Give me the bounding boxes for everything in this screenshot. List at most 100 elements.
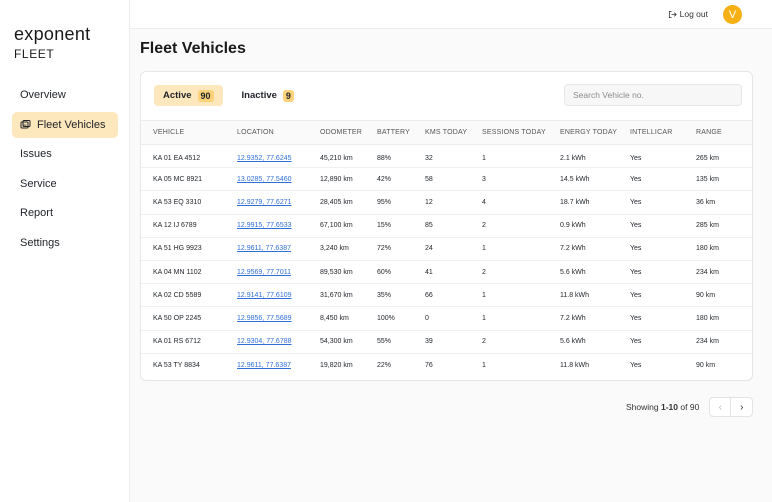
table-row[interactable]: KA 50 OP 2245 12.9856, 77.5689 8,450 km 100… (141, 307, 752, 330)
prev-page-button[interactable]: ‹ (710, 398, 732, 416)
cell-energy-today: 11.8 kWh (560, 361, 590, 369)
cell-odometer: 3,240 km (320, 245, 349, 253)
cell-battery: 15% (377, 222, 392, 230)
cell-odometer: 45,210 km (320, 154, 353, 162)
cell-battery: 55% (377, 338, 392, 346)
topbar: Log out V (130, 0, 772, 29)
cell-energy-today: 11.8 kWh (560, 291, 590, 299)
cell-battery: 35% (377, 291, 392, 299)
column-header-intellicar: INTELLICAR (630, 129, 673, 136)
sidebar-item-service[interactable]: Service (12, 171, 118, 197)
cell-battery: 22% (377, 361, 392, 369)
location-link[interactable]: 12.9569, 77.7011 (237, 268, 291, 276)
cell-sessions-today: 2 (482, 222, 486, 230)
location-link[interactable]: 13.0285, 77.5460 (237, 175, 292, 183)
location-link[interactable]: 12.9141, 77.6109 (237, 291, 292, 299)
cell-energy-today: 7.2 kWh (560, 314, 586, 322)
cell-range: 234 km (696, 338, 719, 346)
cell-odometer: 8,450 km (320, 314, 349, 322)
tab-active[interactable]: Active 90 (154, 85, 223, 106)
location-link[interactable]: 12.9856, 77.5689 (237, 314, 292, 322)
cell-sessions-today: 4 (482, 198, 486, 206)
cell-kms-today: 32 (425, 154, 433, 162)
logout-label: Log out (679, 9, 708, 19)
cell-sessions-today: 3 (482, 175, 486, 183)
avatar[interactable]: V (723, 5, 742, 24)
table-row[interactable]: KA 51 HG 9923 12.9611, 77.6387 3,240 km 72%… (141, 237, 752, 261)
cell-intellicar: Yes (630, 361, 642, 369)
location-link[interactable]: 12.9611, 77.6387 (237, 245, 291, 253)
column-header-location: LOCATION (237, 129, 274, 136)
cell-range: 265 km (696, 154, 719, 162)
cell-intellicar: Yes (630, 291, 642, 299)
cell-intellicar: Yes (630, 338, 642, 346)
sidebar-item-label: Overview (20, 89, 66, 101)
cell-energy-today: 5.6 kWh (560, 338, 586, 346)
cell-odometer: 28,405 km (320, 198, 353, 206)
table-row[interactable]: KA 12 IJ 6789 12.9915, 77.6533 67,100 km 15… (141, 214, 752, 238)
search-input[interactable] (564, 84, 742, 106)
cell-kms-today: 12 (425, 198, 433, 206)
sidebar-item-label: Issues (20, 148, 52, 160)
cell-vehicle: KA 12 IJ 6789 (153, 222, 197, 230)
column-header-vehicle: VEHICLE (153, 129, 185, 136)
cell-kms-today: 41 (425, 268, 433, 276)
cell-range: 180 km (696, 314, 719, 322)
vehicles-card: Active 90 Inactive 9 VEHICLE LOCATION OD… (140, 71, 753, 381)
cell-sessions-today: 1 (482, 314, 486, 322)
cell-intellicar: Yes (630, 245, 642, 253)
tab-inactive[interactable]: Inactive 9 (233, 85, 303, 106)
table-row[interactable]: KA 01 EA 4512 12.9352, 77.6245 45,210 km 88… (141, 145, 752, 168)
count-badge: 90 (197, 89, 214, 102)
sidebar-item-report[interactable]: Report (12, 200, 118, 226)
cell-vehicle: KA 05 MC 8921 (153, 175, 203, 183)
cell-sessions-today: 2 (482, 338, 486, 346)
cell-location: 12.9915, 77.6533 (237, 214, 320, 237)
cell-intellicar: Yes (630, 314, 642, 322)
next-page-button[interactable]: › (731, 398, 752, 416)
cell-battery: 88% (377, 154, 392, 162)
cell-range: 36 km (696, 198, 716, 206)
location-link[interactable]: 12.9279, 77.6271 (237, 198, 292, 206)
sidebar-item-fleet-vehicles[interactable]: Fleet Vehicles (12, 111, 118, 138)
sidebar-item-label: Report (20, 207, 54, 219)
cell-vehicle: KA 01 RS 6712 (153, 338, 201, 346)
logo-subtitle: FLEET (14, 47, 55, 61)
cell-vehicle: KA 53 TY 8834 (153, 361, 200, 369)
table-row[interactable]: KA 02 CD 5589 12.9141, 77.6109 31,670 km 35… (141, 284, 752, 307)
cell-sessions-today: 1 (482, 154, 486, 162)
logout-button[interactable]: Log out (668, 9, 708, 19)
table-row[interactable]: KA 53 EQ 3310 12.9279, 77.6271 28,405 km 95… (141, 191, 752, 215)
table-row[interactable]: KA 05 MC 8921 13.0285, 77.5460 12,890 km 42… (141, 168, 752, 191)
sidebar-item-issues[interactable]: Issues (12, 141, 118, 167)
cell-vehicle: KA 50 OP 2245 (153, 314, 202, 322)
location-link[interactable]: 12.9352, 77.6245 (237, 154, 292, 162)
location-link[interactable]: 12.9915, 77.6533 (237, 222, 292, 230)
cell-range: 180 km (696, 245, 719, 253)
sidebar-item-overview[interactable]: Overview (12, 82, 118, 108)
chevron-right-icon: › (740, 401, 744, 413)
location-link[interactable]: 12.9611, 77.6387 (237, 361, 291, 369)
cell-vehicle: KA 02 CD 5589 (153, 291, 202, 299)
cell-battery: 95% (377, 198, 392, 206)
cell-sessions-today: 2 (482, 268, 486, 276)
cell-odometer: 12,890 km (320, 175, 353, 183)
cell-battery: 72% (377, 245, 392, 253)
cell-battery: 100% (377, 314, 395, 322)
cell-kms-today: 0 (425, 314, 429, 322)
vehicles-icon (20, 119, 31, 128)
cell-location: 13.0285, 77.5460 (237, 168, 320, 191)
column-header-battery: BATTERY (377, 129, 411, 136)
cell-energy-today: 18.7 kWh (560, 198, 590, 206)
table-row[interactable]: KA 04 MN 1102 12.9569, 77.7011 89,530 km 60… (141, 260, 752, 284)
cell-intellicar: Yes (630, 175, 642, 183)
cell-range: 135 km (696, 175, 719, 183)
sidebar-item-label: Settings (20, 236, 60, 249)
table-row[interactable]: KA 01 RS 6712 12.9304, 77.6788 54,300 km 55… (141, 330, 752, 354)
cell-battery: 42% (377, 175, 392, 183)
location-link[interactable]: 12.9304, 77.6788 (237, 338, 292, 346)
page-title: Fleet Vehicles (140, 40, 246, 57)
cell-energy-today: 7.2 kWh (560, 245, 586, 253)
table-row[interactable]: KA 53 TY 8834 12.9611, 77.6387 19,820 km 22… (141, 353, 752, 376)
sidebar-item-settings[interactable]: Settings (12, 230, 118, 256)
